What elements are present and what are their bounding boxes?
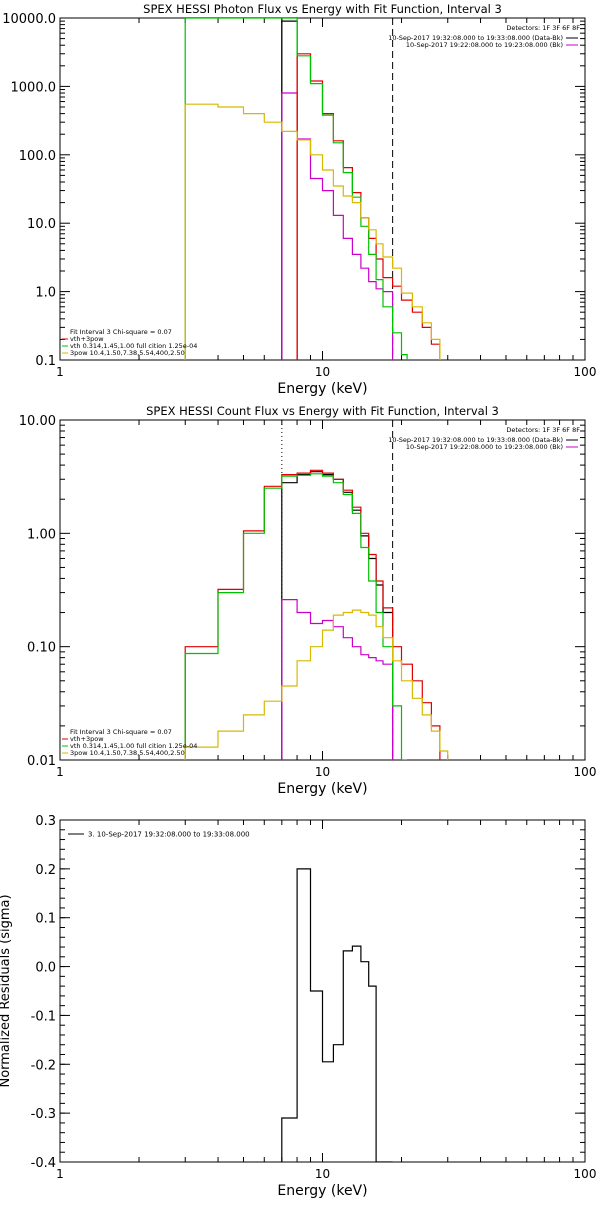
fit-legend-label: Fit Interval 3 Chi-square = 0.07 bbox=[70, 328, 172, 336]
y-tick-label: 0.10 bbox=[27, 641, 56, 656]
x-tick-label: 10 bbox=[315, 765, 330, 779]
time-legend-label: 10-Sep-2017 19:32:08.000 to 19:33:08.000… bbox=[388, 34, 563, 42]
chart-panel-3: 1 10 100 Energy (keV) -0.4 -0.3 -0.2 -0.1 0.0 0.1… bbox=[0, 814, 596, 1199]
fit-legend-label: vth 0.314,1.45,1.00 full cition 1.25e-04 bbox=[70, 342, 197, 350]
y-tick-label: 0.0 bbox=[35, 961, 56, 976]
y-tick-label: 0.3 bbox=[35, 814, 56, 829]
time-legend-label: 10-Sep-2017 19:32:08.000 to 19:33:08.000… bbox=[388, 436, 563, 444]
fit-legend-label: vth+3pow bbox=[70, 735, 104, 743]
fit-legend-label: vth 0.314,1.45,1.00 full cition 1.25e-04 bbox=[70, 742, 197, 750]
series-1-step-line bbox=[281, 92, 394, 360]
x-axis-label: Energy (keV) bbox=[277, 781, 367, 797]
residual-legend-label: 3. 10-Sep-2017 19:32:08.000 to 19:33:08.… bbox=[88, 831, 250, 839]
legend: Detectors: 1F 3F 6F 8F 10-Sep-2017 19:32:… bbox=[62, 24, 580, 357]
fit-legend-label: Fit Interval 3 Chi-square = 0.07 bbox=[70, 728, 172, 736]
x-axis-label: Energy (keV) bbox=[277, 381, 367, 397]
legend: 3. 10-Sep-2017 19:32:08.000 to 19:33:08.… bbox=[68, 831, 250, 839]
detectors-label: Detectors: 1F 3F 6F 8F bbox=[506, 24, 580, 32]
y-tick-label: 1000.0 bbox=[11, 80, 57, 95]
y-tick-label: 10.00 bbox=[19, 414, 56, 429]
y-tick-label: 1.00 bbox=[27, 527, 56, 542]
fit-legend-label: 3pow 10.4,1.50,7.38,5.54,400,2.50 bbox=[70, 749, 185, 757]
x-tick-label: 1 bbox=[56, 765, 64, 779]
detectors-label: Detectors: 1F 3F 6F 8F bbox=[506, 426, 580, 434]
y-tick-label: 0.01 bbox=[27, 754, 56, 769]
x-tick-label: 100 bbox=[574, 365, 597, 379]
series-4-step-line bbox=[184, 609, 449, 760]
y-tick-label: 0.1 bbox=[35, 354, 56, 369]
x-axis-label: Energy (keV) bbox=[277, 1183, 367, 1199]
y-tick-label: -0.3 bbox=[31, 1107, 56, 1122]
y-tick-label: 10000.0 bbox=[2, 12, 56, 27]
chart-panel-2: SPEX HESSI Count Flux vs Energy with Fit… bbox=[19, 404, 597, 797]
x-tick-label: 100 bbox=[574, 1167, 597, 1181]
series-3-step-line bbox=[184, 473, 408, 760]
series-3-step-line bbox=[184, 18, 408, 360]
series-4-step-line bbox=[184, 103, 441, 360]
x-tick-label: 1 bbox=[56, 1167, 64, 1181]
y-tick-label: 100.0 bbox=[19, 149, 56, 164]
time-legend-label: 10-Sep-2017 19:22:08.000 to 19:23:08.000… bbox=[406, 41, 563, 49]
x-tick-label: 10 bbox=[315, 1167, 330, 1181]
series-group bbox=[184, 420, 449, 760]
x-tick-label: 100 bbox=[574, 765, 597, 779]
y-tick-label: -0.1 bbox=[31, 1009, 56, 1024]
chart-title: SPEX HESSI Count Flux vs Energy with Fit… bbox=[146, 404, 499, 418]
chart-panel-1: SPEX HESSI Photon Flux vs Energy with Fi… bbox=[2, 2, 596, 397]
y-tick-label: 0.1 bbox=[35, 912, 56, 927]
y-tick-label: 0.2 bbox=[35, 863, 56, 878]
fit-legend-label: 3pow 10.4,1.50,7.38,5.54,400,2.50 bbox=[70, 349, 185, 357]
y-tick-label: 10.0 bbox=[27, 217, 56, 232]
y-tick-label: -0.2 bbox=[31, 1058, 56, 1073]
y-tick-label: -0.4 bbox=[31, 1156, 56, 1171]
y-axis-label: Normalized Residuals (sigma) bbox=[0, 894, 13, 1087]
chart-title: SPEX HESSI Photon Flux vs Energy with Fi… bbox=[143, 2, 502, 16]
x-tick-label: 10 bbox=[315, 365, 330, 379]
series-2-step-line bbox=[296, 53, 441, 360]
series-0-step-line bbox=[281, 20, 298, 360]
series-1-step-line bbox=[281, 599, 394, 760]
time-legend-label: 10-Sep-2017 19:22:08.000 to 19:23:08.000… bbox=[406, 443, 563, 451]
series-0-step-line bbox=[281, 868, 393, 1162]
series-group bbox=[184, 18, 441, 360]
series-0-step-line bbox=[281, 471, 394, 760]
x-tick-label: 1 bbox=[56, 365, 64, 379]
series-group bbox=[281, 868, 393, 1162]
y-tick-label: 1.0 bbox=[35, 286, 56, 301]
legend: Detectors: 1F 3F 6F 8F 10-Sep-2017 19:32:… bbox=[62, 426, 580, 757]
fit-legend-label: vth+3pow bbox=[70, 335, 104, 343]
